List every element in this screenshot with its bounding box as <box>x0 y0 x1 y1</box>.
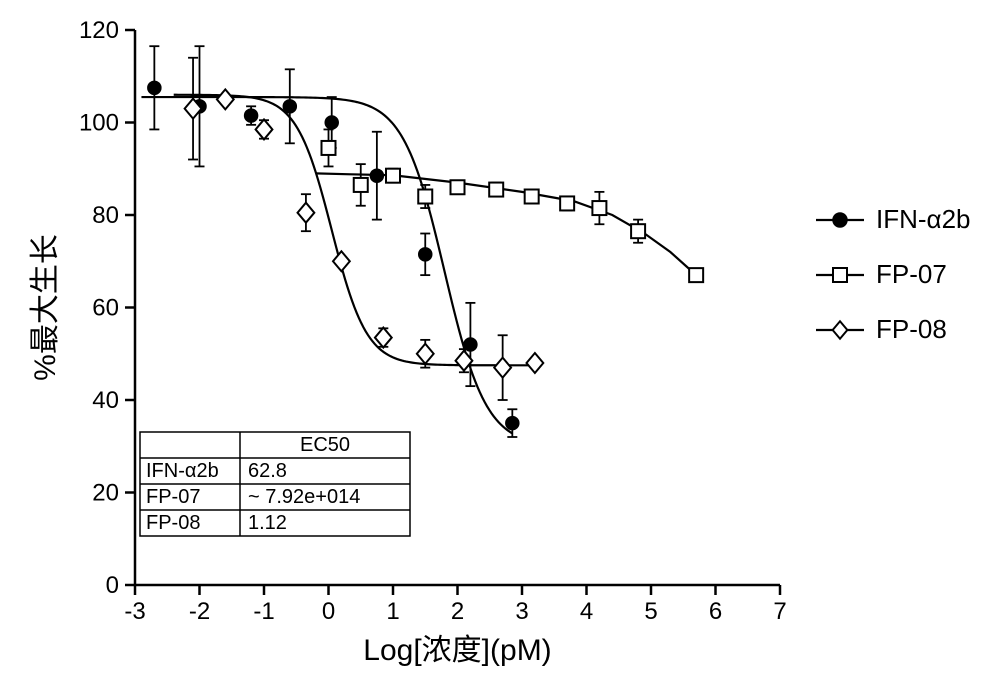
y-tick-label: 20 <box>92 480 119 507</box>
y-tick-label: 40 <box>92 387 119 414</box>
x-tick-label: 3 <box>515 598 528 625</box>
y-tick-label: 100 <box>79 110 119 137</box>
x-tick-label: 7 <box>773 598 786 625</box>
y-tick-label: 0 <box>106 572 119 599</box>
legend-item-FP-08: FP-08 <box>816 314 947 344</box>
legend-item-IFN-α2b: IFN-α2b <box>816 204 971 234</box>
series-FP-07 <box>322 129 704 282</box>
chart-container: 0 20 40 60 80 100 120 -3 -2 -1 0 1 2 3 4 5 6 7 %最大生长 Log[浓度… <box>0 0 1000 677</box>
y-tick-label: 60 <box>92 295 119 322</box>
x-tick-label: 0 <box>322 598 335 625</box>
legend-label: IFN-α2b <box>876 204 971 234</box>
y-axis-title: %最大生长 <box>29 234 62 381</box>
legend-label: FP-08 <box>876 314 947 344</box>
y-tick-label: 120 <box>79 17 119 44</box>
series-FP-08 <box>185 58 544 400</box>
ec50-row-label: FP-07 <box>146 486 200 508</box>
series-IFN-α2b <box>148 46 519 437</box>
legend-label: FP-07 <box>876 259 947 289</box>
fp-08-fit-curve <box>174 95 535 366</box>
ec50-row-value: ~ 7.92e+014 <box>248 486 360 508</box>
ec50-row-label: IFN-α2b <box>146 460 219 482</box>
x-tick-label: 1 <box>386 598 399 625</box>
x-tick-label: 6 <box>709 598 722 625</box>
x-tick-label: -1 <box>253 598 274 625</box>
y-tick-label: 80 <box>92 202 119 229</box>
x-tick-label: 4 <box>580 598 593 625</box>
x-tick-label: 2 <box>451 598 464 625</box>
dose-response-chart: 0 20 40 60 80 100 120 -3 -2 -1 0 1 2 3 4 5 6 7 %最大生长 Log[浓度… <box>0 0 1000 677</box>
x-tick-label: 5 <box>644 598 657 625</box>
ec50-header: EC50 <box>300 434 350 456</box>
ec50-row-value: 1.12 <box>248 512 287 534</box>
x-tick-label: -2 <box>189 598 210 625</box>
x-axis-title: Log[浓度](pM) <box>363 634 551 667</box>
x-tick-label: -3 <box>124 598 145 625</box>
ec50-row-label: FP-08 <box>146 512 200 534</box>
ec50-row-value: 62.8 <box>248 460 287 482</box>
legend-item-FP-07: FP-07 <box>816 259 947 289</box>
